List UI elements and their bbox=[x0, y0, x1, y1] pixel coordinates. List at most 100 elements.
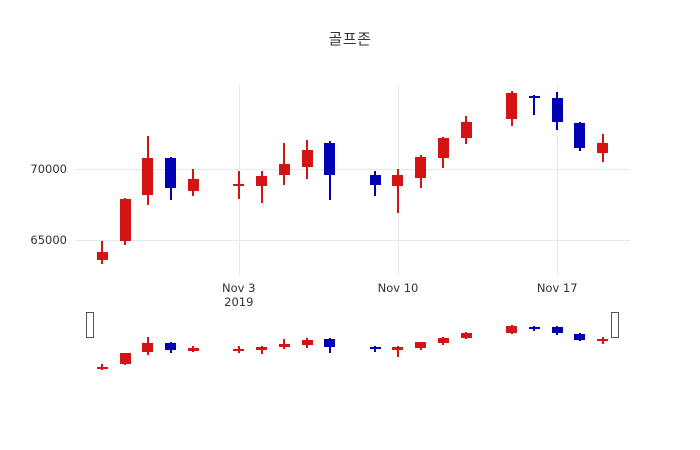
navigator-candlestick-wick bbox=[260, 345, 263, 355]
navigator-candlestick bbox=[369, 320, 381, 375]
candlestick-wick bbox=[396, 169, 399, 214]
navigator-candlestick-body bbox=[165, 342, 177, 351]
candlestick[interactable] bbox=[369, 85, 381, 275]
candlestick[interactable] bbox=[187, 85, 199, 275]
navigator-candlestick-body bbox=[324, 338, 336, 347]
navigator-candlestick-body bbox=[506, 326, 518, 333]
navigator-candlestick-body bbox=[142, 342, 154, 352]
navigator-candlestick bbox=[574, 320, 586, 375]
navigator-candlestick bbox=[460, 320, 472, 375]
navigator-candlestick bbox=[324, 320, 336, 375]
navigator-candlestick-body bbox=[392, 346, 404, 350]
navigator-candlestick-body bbox=[460, 333, 472, 338]
candlestick-body bbox=[142, 158, 154, 195]
candlestick-body bbox=[187, 179, 199, 191]
x-axis-tick-primary: Nov 3 bbox=[222, 281, 256, 295]
candlestick-body bbox=[165, 158, 177, 188]
candlestick-body bbox=[597, 142, 609, 153]
navigator-candlestick bbox=[415, 320, 427, 375]
candlestick-wick bbox=[533, 94, 536, 115]
navigator-candlestick-body bbox=[233, 349, 245, 352]
candlestick[interactable] bbox=[233, 85, 245, 275]
candlestick-body bbox=[278, 163, 290, 176]
candlestick[interactable] bbox=[256, 85, 268, 275]
navigator-candlestick bbox=[528, 320, 540, 375]
candlestick[interactable] bbox=[142, 85, 154, 275]
candlestick[interactable] bbox=[165, 85, 177, 275]
x-axis-tick-label: Nov 10 bbox=[338, 281, 458, 295]
candlestick[interactable] bbox=[278, 85, 290, 275]
navigator-candlestick bbox=[437, 320, 449, 375]
navigator-candlestick-body bbox=[369, 346, 381, 350]
candlestick-body bbox=[256, 176, 268, 187]
gridline-horizontal bbox=[75, 169, 630, 171]
candlestick-body bbox=[324, 142, 336, 176]
navigator-candlestick-body bbox=[437, 337, 449, 343]
candlestick[interactable] bbox=[574, 85, 586, 275]
candlestick-body bbox=[119, 199, 131, 242]
navigator-candlestick bbox=[165, 320, 177, 375]
gridline-vertical bbox=[557, 85, 559, 275]
candlestick[interactable] bbox=[528, 85, 540, 275]
chart-title: 골프존 bbox=[328, 30, 372, 48]
candlestick-body bbox=[233, 183, 245, 187]
candlestick-body bbox=[506, 93, 518, 119]
navigator-candlestick bbox=[278, 320, 290, 375]
y-axis-tick-label: 70000 bbox=[30, 162, 67, 177]
candlestick[interactable] bbox=[324, 85, 336, 275]
candlestick-body bbox=[551, 97, 563, 122]
candlestick-body bbox=[437, 138, 449, 159]
candlestick[interactable] bbox=[551, 85, 563, 275]
navigator-candlestick-wick bbox=[396, 345, 399, 357]
x-axis-tick-primary: Nov 17 bbox=[536, 281, 578, 295]
navigator-candlestick-body bbox=[301, 340, 313, 345]
candlestick-body bbox=[528, 96, 540, 99]
navigator-candlestick-body bbox=[415, 342, 427, 348]
x-axis-tick-primary: Nov 10 bbox=[377, 281, 419, 295]
navigator-candlestick bbox=[233, 320, 245, 375]
candlestick-body bbox=[415, 156, 427, 178]
navigator-candlestick-body bbox=[528, 326, 540, 329]
candlestick[interactable] bbox=[119, 85, 131, 275]
navigator-candlestick-body bbox=[278, 344, 290, 347]
navigator-candlestick bbox=[551, 320, 563, 375]
candlestick-body bbox=[460, 121, 472, 139]
navigator-candlestick bbox=[96, 320, 108, 375]
candlestick[interactable] bbox=[392, 85, 404, 275]
candlestick[interactable] bbox=[597, 85, 609, 275]
candlestick[interactable] bbox=[96, 85, 108, 275]
candlestick-body bbox=[96, 252, 108, 260]
candlestick[interactable] bbox=[301, 85, 313, 275]
candlestick-body bbox=[574, 123, 586, 149]
candlestick[interactable] bbox=[437, 85, 449, 275]
candlestick-body bbox=[301, 149, 313, 167]
main-candlestick-plot[interactable] bbox=[75, 85, 630, 275]
candlestick[interactable] bbox=[460, 85, 472, 275]
x-axis-tick-year: 2019 bbox=[224, 295, 254, 309]
navigator-candlestick bbox=[187, 320, 199, 375]
navigator-candlestick-body bbox=[574, 333, 586, 341]
navigator-candlestick bbox=[301, 320, 313, 375]
x-axis-tick-label: Nov 3 2019 bbox=[179, 281, 299, 309]
navigator-candlestick-body bbox=[256, 347, 268, 350]
navigator-candlestick-body bbox=[96, 366, 108, 369]
navigator-candlestick bbox=[506, 320, 518, 375]
navigator-candlestick bbox=[392, 320, 404, 375]
navigator-candlestick bbox=[142, 320, 154, 375]
range-handle-left[interactable] bbox=[85, 312, 94, 338]
range-handle-right[interactable] bbox=[611, 312, 620, 338]
y-axis-tick-label: 65000 bbox=[30, 232, 67, 247]
navigator-candlestick bbox=[597, 320, 609, 375]
navigator-candlestick-body bbox=[597, 338, 609, 342]
candlestick-wick bbox=[260, 170, 263, 204]
navigator-candlestick bbox=[119, 320, 131, 375]
navigator-candlestick-body bbox=[187, 348, 199, 351]
x-axis-tick-label: Nov 17 bbox=[497, 281, 617, 295]
navigator-candlestick-wick bbox=[533, 326, 536, 332]
navigator-candlestick bbox=[256, 320, 268, 375]
gridline-horizontal bbox=[75, 239, 630, 241]
candlestick[interactable] bbox=[415, 85, 427, 275]
range-navigator-plot[interactable] bbox=[75, 312, 630, 375]
candlestick[interactable] bbox=[506, 85, 518, 275]
